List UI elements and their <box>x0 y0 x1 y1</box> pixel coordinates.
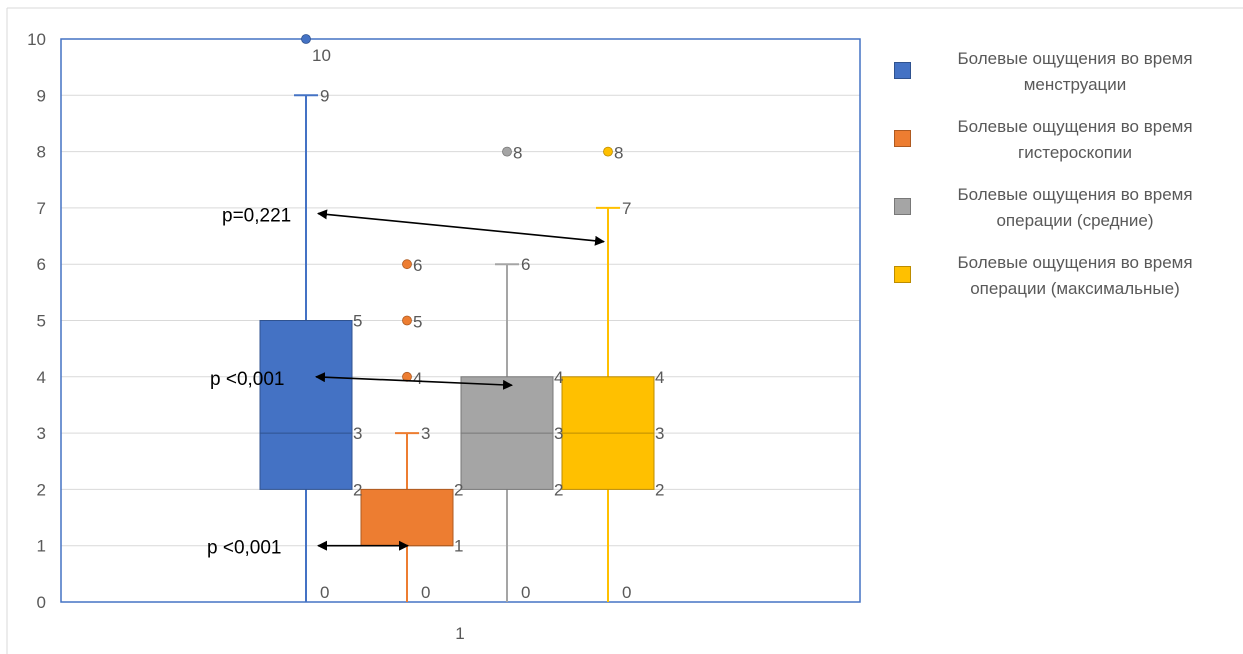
data-label: 7 <box>622 199 631 218</box>
y-tick-label: 3 <box>37 424 46 443</box>
y-tick-label: 1 <box>37 537 46 556</box>
y-tick-label: 7 <box>37 199 46 218</box>
y-tick-label: 2 <box>37 480 46 499</box>
data-label: 0 <box>521 583 530 602</box>
boxes <box>259 34 655 602</box>
y-tick-label: 8 <box>37 143 46 162</box>
data-label: 2 <box>353 480 362 499</box>
y-tick-label: 0 <box>37 593 46 612</box>
legend-swatch-yellow <box>894 266 911 283</box>
legend-swatch-gray <box>894 198 911 215</box>
data-label: 3 <box>554 424 563 443</box>
data-label: 0 <box>421 583 430 602</box>
outlier-point <box>402 315 412 326</box>
legend-item-operation-max: Болевые ощущения во время операции (макс… <box>890 250 1235 318</box>
legend-swatch-blue <box>894 62 911 79</box>
y-tick-label: 10 <box>27 30 46 49</box>
data-label: 3 <box>353 424 362 443</box>
legend-label-line1: Болевые ощущения во время <box>957 253 1193 272</box>
p-value-label: p <0,001 <box>207 538 282 559</box>
legend-item-menstruation: Болевые ощущения во время менструации <box>890 46 1235 114</box>
legend-item-operation-average: Болевые ощущения во время операции (сред… <box>890 182 1235 250</box>
data-label: 6 <box>413 256 422 275</box>
data-label: 10 <box>312 46 331 65</box>
p-value-label: p <0,001 <box>210 369 285 390</box>
outlier-point <box>603 146 613 157</box>
legend-swatch-orange <box>894 130 911 147</box>
data-label: 0 <box>320 583 329 602</box>
data-label: 2 <box>655 480 664 499</box>
data-label: 5 <box>413 313 422 332</box>
legend-label-line2: операции (максимальные) <box>970 279 1180 298</box>
outlier-point <box>301 34 311 44</box>
legend-label-line1: Болевые ощущения во время <box>957 49 1193 68</box>
comparison-arrow <box>315 372 513 390</box>
data-label: 3 <box>655 424 664 443</box>
box-0 <box>259 320 353 490</box>
legend-label-line1: Болевые ощущения во время <box>957 117 1193 136</box>
data-label: 1 <box>454 537 463 556</box>
data-label: 2 <box>554 480 563 499</box>
data-label: 5 <box>353 312 362 331</box>
significance-annotations: p=0,221 p <0,001 p <0,001 <box>207 206 605 559</box>
p-value-label: p=0,221 <box>222 206 291 227</box>
y-tick-label: 9 <box>37 86 46 105</box>
data-label: 8 <box>614 144 623 163</box>
y-tick-label: 4 <box>37 368 46 387</box>
outlier-point <box>402 259 412 270</box>
data-label: 4 <box>554 368 563 387</box>
data-label: 4 <box>655 368 664 387</box>
y-tick-label: 5 <box>37 312 46 331</box>
data-label: 0 <box>622 583 631 602</box>
legend-label-line2: менструации <box>1023 75 1127 94</box>
x-tick-label: 1 <box>455 624 464 643</box>
data-label: 8 <box>513 144 522 163</box>
legend-label-line2: операции (средние) <box>996 211 1154 230</box>
data-label: 2 <box>454 480 463 499</box>
legend-item-hysteroscopy: Болевые ощущения во время гистероскопии <box>890 114 1235 182</box>
box-1 <box>360 488 454 547</box>
legend: Болевые ощущения во время менструации Бо… <box>890 46 1235 318</box>
y-axis-ticks: 0 1 2 3 4 5 6 7 8 9 10 <box>27 30 46 612</box>
legend-label-line2: гистероскопии <box>1018 143 1132 162</box>
outlier-point <box>502 146 512 157</box>
plot-area-border <box>60 38 861 603</box>
comparison-arrow <box>317 209 605 246</box>
data-label: 3 <box>421 424 430 443</box>
y-tick-label: 6 <box>37 255 46 274</box>
legend-label-line1: Болевые ощущения во время <box>957 185 1193 204</box>
data-label: 9 <box>320 86 329 105</box>
data-label: 6 <box>521 255 530 274</box>
data-label: 4 <box>413 369 422 388</box>
